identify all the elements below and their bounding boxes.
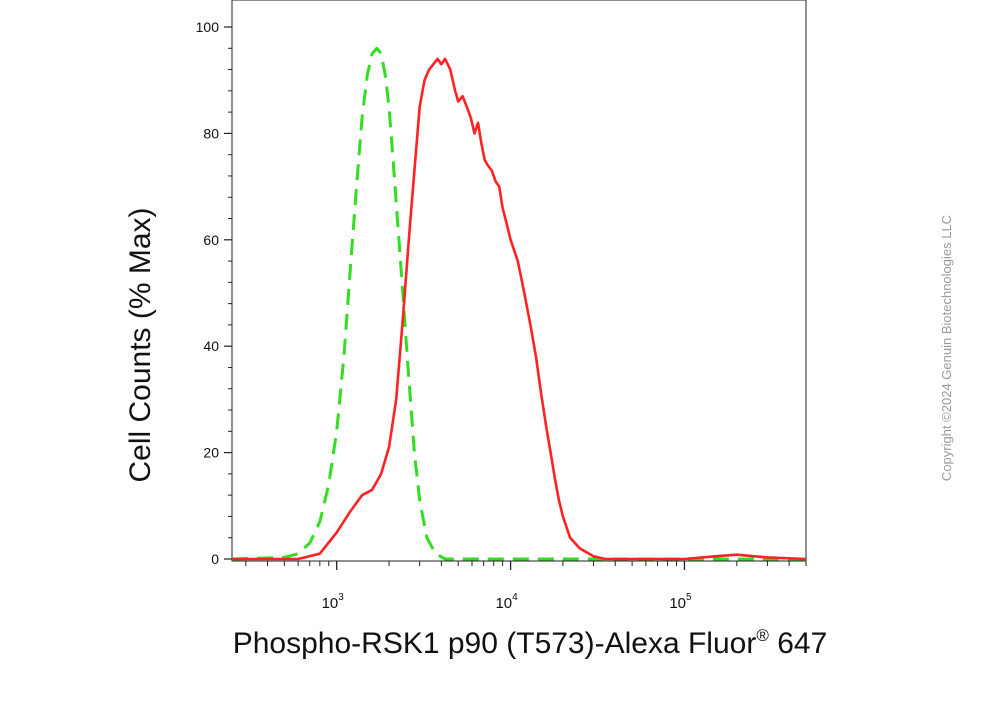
x-axis-label: Phospho-RSK1 p90 (T573)-Alexa Fluor® 647 [233,626,828,660]
histogram-series-0 [231,46,806,561]
x-axis-label-fluor-number: 647 [777,627,827,660]
series-layer [231,46,807,561]
x-tick-label: 105 [669,592,692,612]
y-tick-label: 100 [196,19,220,35]
plot-frame [231,0,807,562]
x-tick-label: 104 [495,592,518,612]
x-tick-label-exponent: 4 [512,592,518,603]
x-axis: 103 104 105 [245,561,807,612]
histogram-series-1 [232,57,807,561]
x-tick-label: 103 [322,592,345,612]
y-axis-label: Cell Counts (% Max) [124,207,157,482]
x-axis-label-suffix [769,627,777,660]
y-axis: 0 20 40 60 80 100 [196,19,232,567]
y-tick-label: 0 [211,551,219,567]
y-tick-label: 40 [203,338,219,354]
x-tick-label-exponent: 5 [686,592,692,603]
x-tick-label-base: 10 [322,595,339,612]
x-tick-label-base: 10 [669,595,686,612]
x-tick-label-exponent: 3 [338,592,344,603]
x-axis-label-registered-mark: ® [756,626,769,645]
y-tick-label: 60 [203,232,219,248]
y-tick-label: 20 [203,445,219,461]
copyright-notice: Copyright ©2024 Genuin Biotechnologies L… [939,215,954,481]
y-tick-label: 80 [203,125,219,141]
x-axis-label-main: Phospho-RSK1 p90 (T573)-Alexa Fluor [233,627,757,660]
x-tick-label-base: 10 [495,595,512,612]
